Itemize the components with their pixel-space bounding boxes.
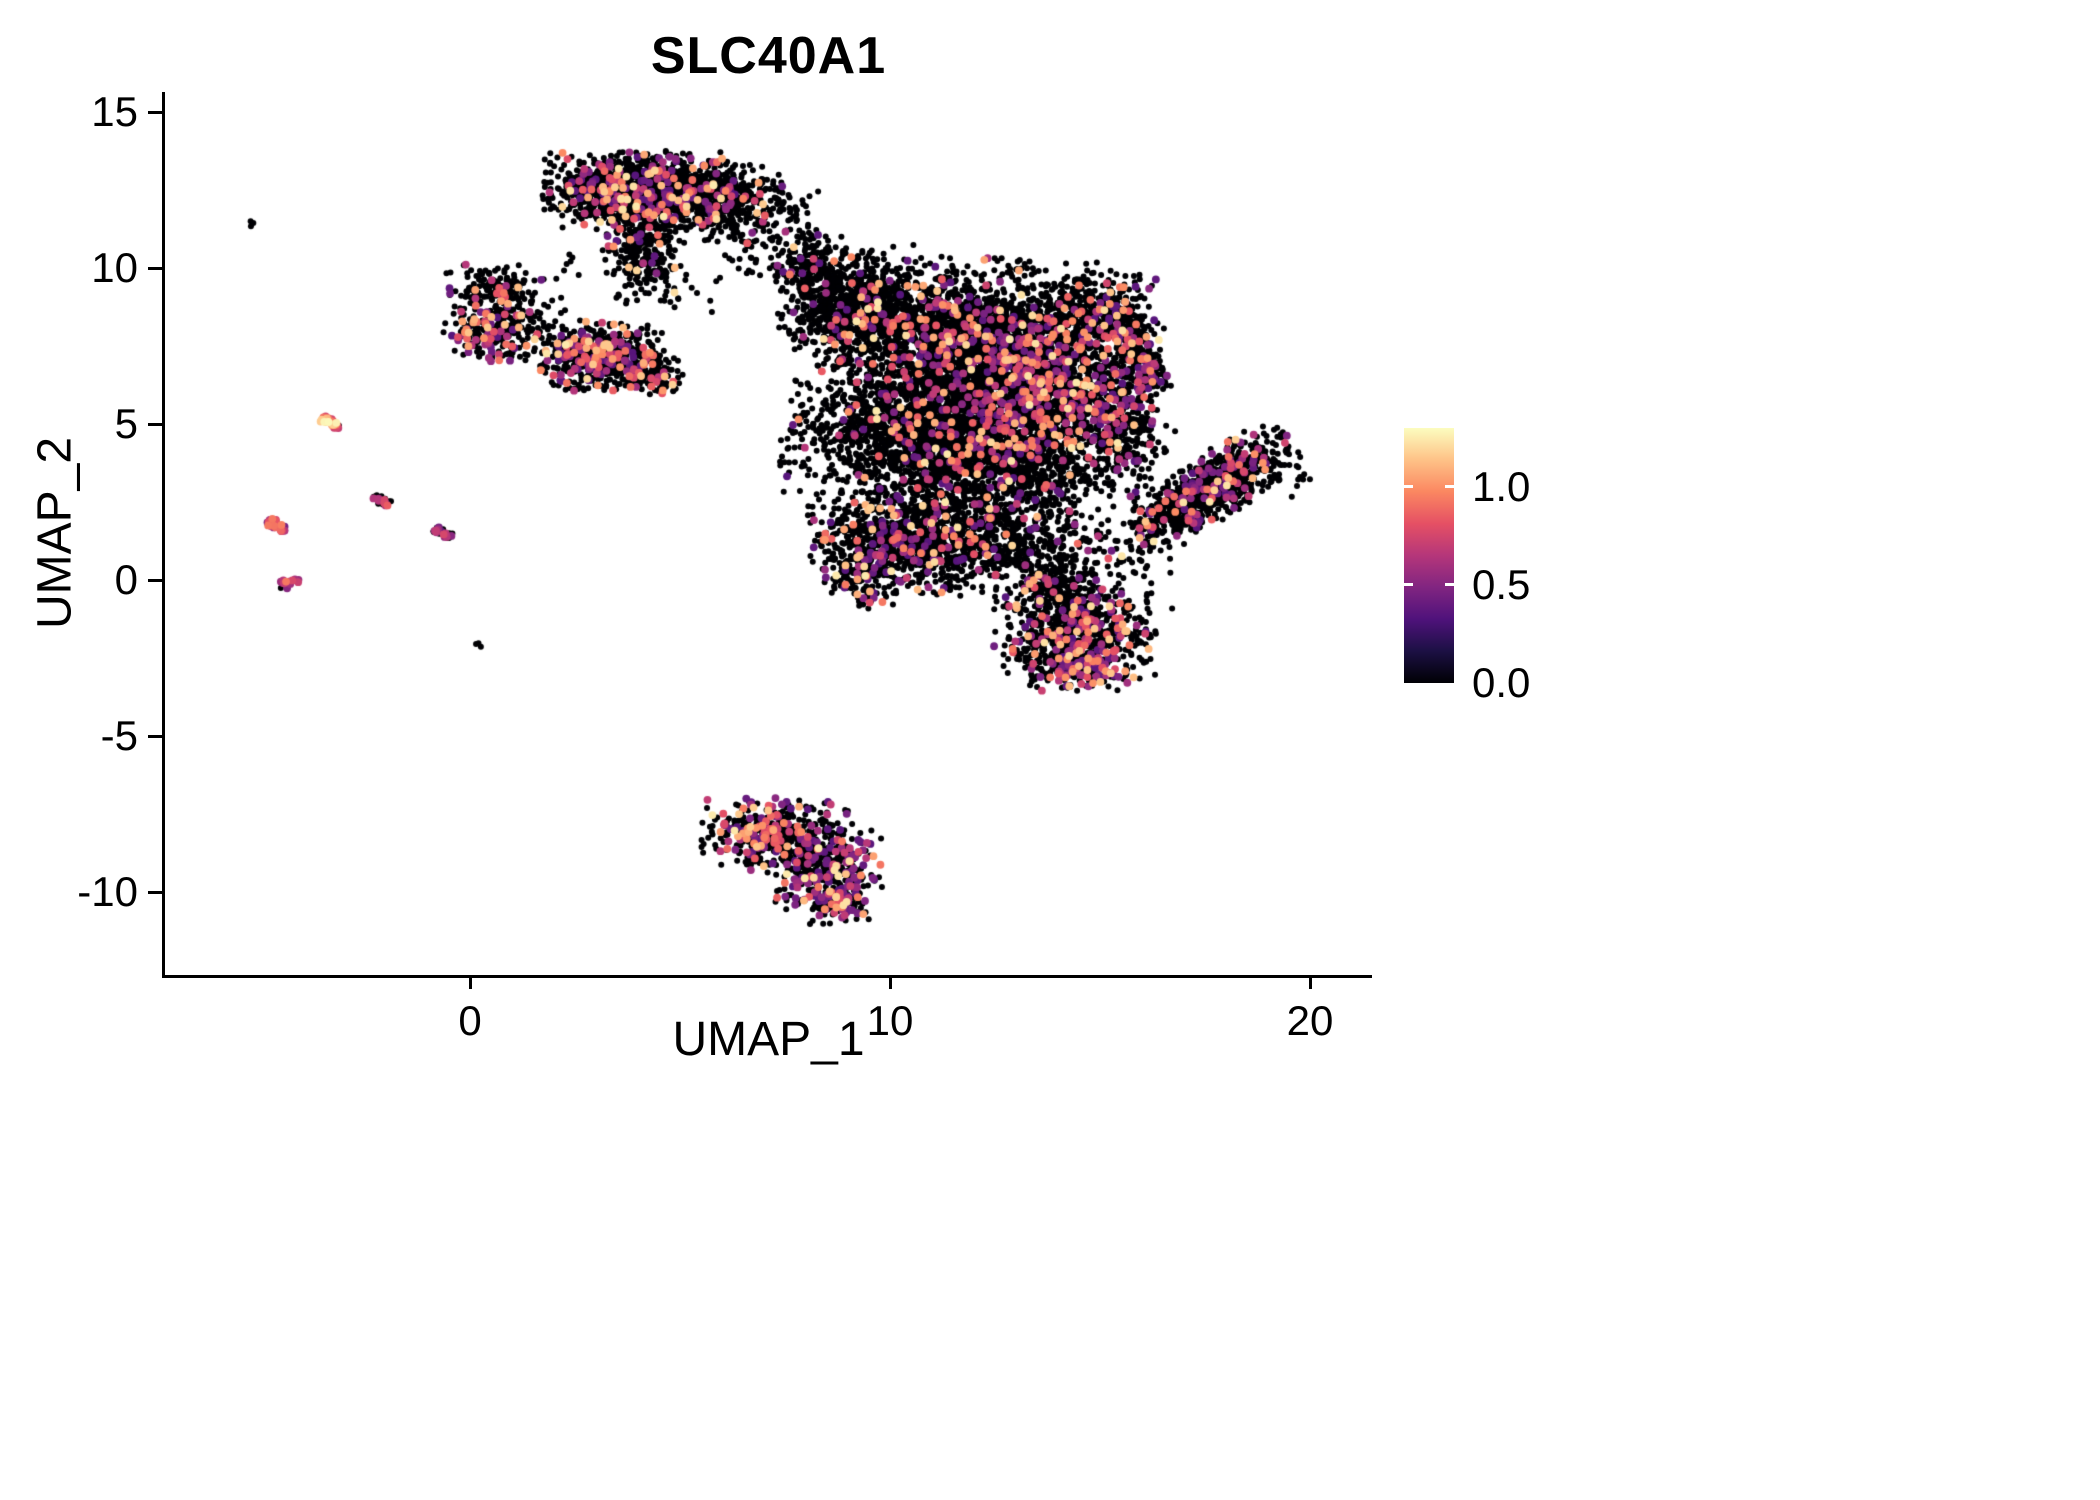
x-tick-mark [468, 975, 472, 989]
y-tick-label: 10 [91, 244, 138, 291]
colorbar-tick-label: 0.5 [1472, 560, 1531, 608]
x-axis-label: UMAP_1 [672, 1013, 865, 1066]
colorbar-tick-mark [1404, 485, 1413, 489]
x-tick-label: 10 [866, 997, 914, 1044]
y-tick-mark [148, 734, 162, 738]
y-tick-label: 0 [114, 556, 138, 603]
colorbar-tick-mark [1445, 485, 1454, 489]
y-tick-label: 15 [91, 88, 138, 135]
colorbar-tick-label: 0.0 [1472, 659, 1531, 706]
y-tick-mark [148, 110, 162, 114]
y-tick-mark [148, 890, 162, 894]
colorbar-tick-label: 1.0 [1472, 462, 1531, 510]
y-tick-label: -10 [77, 868, 138, 915]
y-tick-mark [148, 266, 162, 270]
y-tick-mark [148, 578, 162, 582]
y-tick-mark [148, 422, 162, 426]
colorbar-legend: 1.0 0.5 0.0 [1404, 428, 1530, 706]
x-tick-mark [1308, 975, 1312, 989]
y-tick-label: 5 [114, 400, 138, 447]
x-axis-line [162, 975, 1372, 978]
x-tick-label: 0 [458, 997, 482, 1044]
plot-title: SLC40A1 [650, 27, 887, 85]
x-tick-mark [888, 975, 892, 989]
colorbar-tick-mark [1404, 583, 1413, 587]
colorbar-gradient [1404, 428, 1454, 683]
y-tick-label: -5 [100, 712, 138, 759]
colorbar-tick-mark [1445, 583, 1454, 587]
y-axis-label: UMAP_2 [28, 436, 82, 630]
y-axis-line [162, 92, 165, 978]
x-tick-label: 20 [1286, 997, 1334, 1044]
